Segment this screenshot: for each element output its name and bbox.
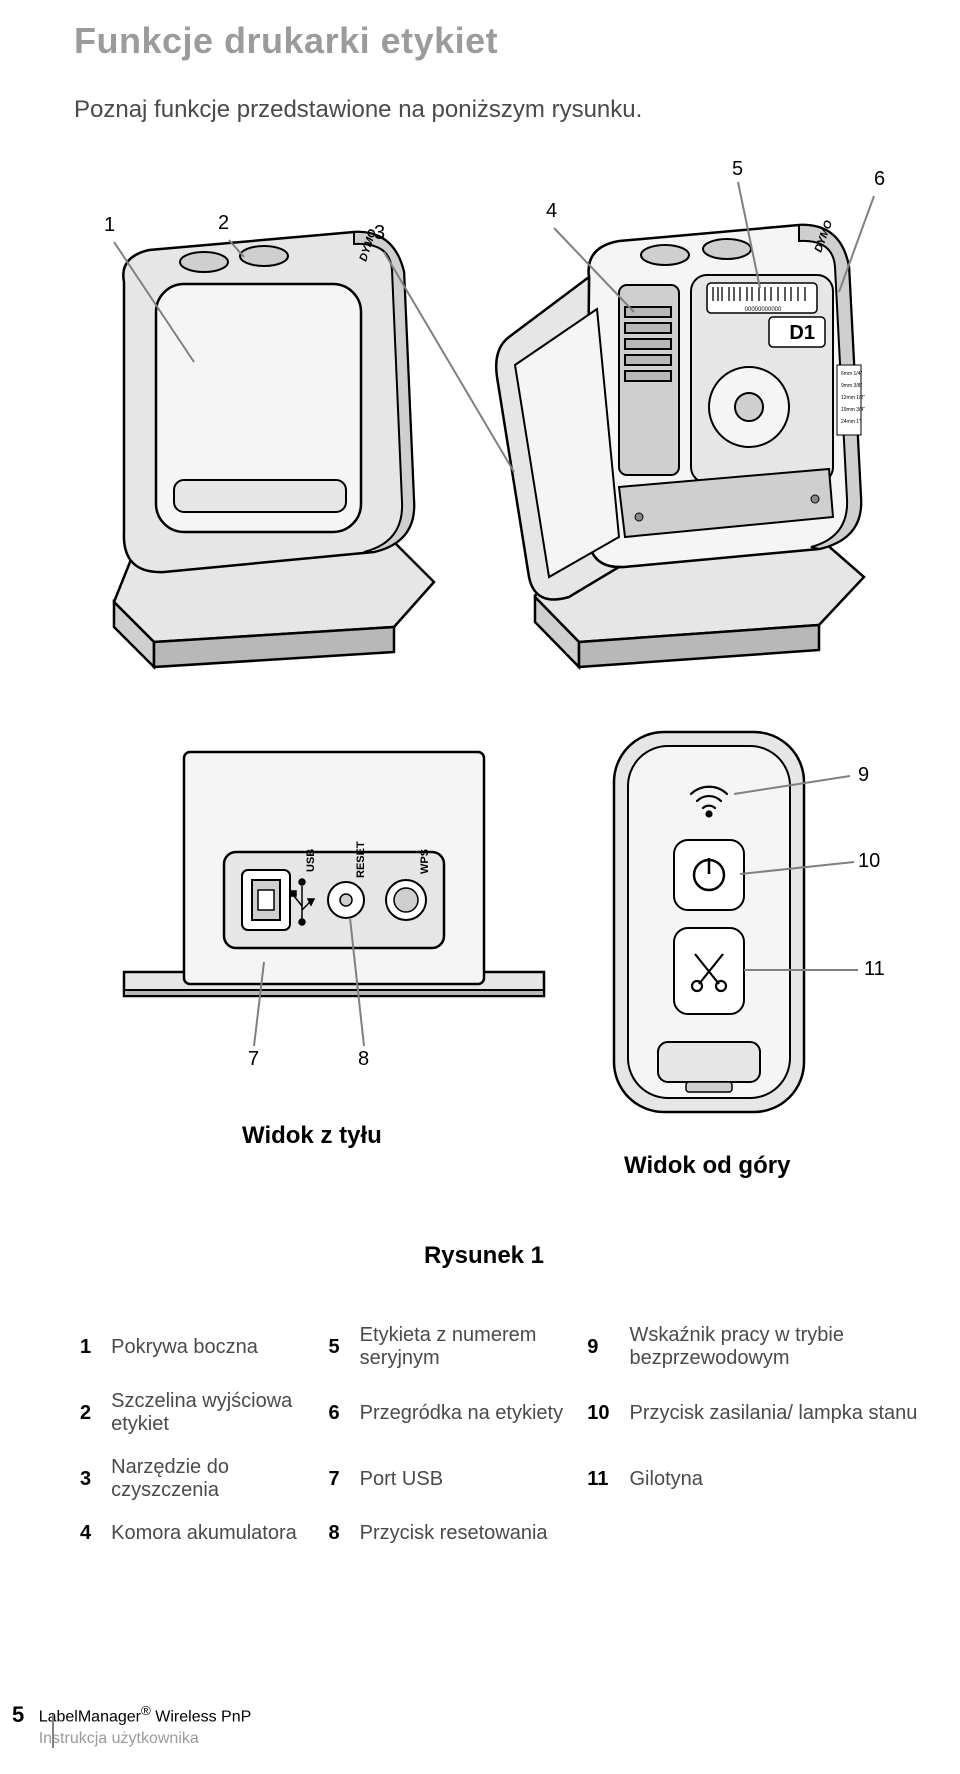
legend-number: 5 [323, 1314, 354, 1380]
svg-text:00000000000: 00000000000 [745, 307, 782, 313]
legend-label: Narzędzie do czyszczenia [105, 1446, 322, 1512]
page-footer: 5 LabelManager® Wireless PnP Instrukcja … [12, 1702, 251, 1750]
svg-text:19mm 3/4": 19mm 3/4" [841, 407, 865, 413]
callout-3: 3 [374, 222, 385, 245]
callout-6: 6 [874, 168, 885, 191]
subtitle-text: Poznaj funkcje przedstawione na poniższy… [74, 96, 960, 124]
svg-text:12mm 1/2": 12mm 1/2" [841, 395, 865, 401]
callout-11: 11 [864, 958, 885, 981]
legend-label: Komora akumulatora [105, 1512, 322, 1555]
svg-text:6mm 1/4": 6mm 1/4" [841, 371, 862, 377]
legend-number: 10 [581, 1380, 623, 1446]
legend-label: Gilotyna [624, 1446, 945, 1512]
svg-text:24mm 1": 24mm 1" [841, 419, 861, 425]
legend-label [624, 1512, 945, 1555]
table-row: 4Komora akumulatora8Przycisk resetowania [74, 1512, 944, 1555]
callout-10: 10 [858, 850, 880, 873]
legend-number: 1 [74, 1314, 105, 1380]
callout-5: 5 [732, 158, 743, 181]
svg-text:D1: D1 [789, 322, 815, 344]
legend-number: 11 [581, 1446, 623, 1512]
legend-number: 7 [323, 1446, 354, 1512]
legend-number [581, 1512, 623, 1555]
top-view-label: Widok od góry [624, 1152, 790, 1180]
callout-8: 8 [358, 1048, 369, 1071]
legend-number: 9 [581, 1314, 623, 1380]
legend-number: 2 [74, 1380, 105, 1446]
legend-label: Port USB [354, 1446, 582, 1512]
reg-mark: ® [141, 1703, 151, 1718]
diagram-top: DYMO [74, 162, 894, 712]
legend-label: Wskaźnik pracy w trybie bezprzewodowym [624, 1314, 945, 1380]
svg-text:9mm 3/8": 9mm 3/8" [841, 383, 862, 389]
callout-1: 1 [104, 214, 115, 237]
legend-label: Przegródka na etykiety [354, 1380, 582, 1446]
page-heading: Funkcje drukarki etykiet [74, 20, 960, 62]
bottom-diagram-svg: USB RESET WPS [74, 722, 894, 1162]
rear-view-label: Widok z tyłu [242, 1122, 382, 1150]
legend-label: Przycisk resetowania [354, 1512, 582, 1555]
callout-2: 2 [218, 212, 229, 235]
footer-product-suffix: Wireless PnP [151, 1709, 251, 1726]
table-row: 2Szczelina wyjściowa etykiet6Przegródka … [74, 1380, 944, 1446]
footer-product: LabelManager [39, 1709, 141, 1726]
footer-subtitle: Instrukcja użytkownika [39, 1730, 199, 1747]
legend-number: 8 [323, 1512, 354, 1555]
top-diagram-svg: DYMO [74, 162, 894, 712]
legend-label: Pokrywa boczna [105, 1314, 322, 1380]
callout-9: 9 [858, 764, 869, 787]
svg-text:USB: USB [305, 849, 317, 872]
legend-table: 1Pokrywa boczna5Etykieta z numerem seryj… [74, 1314, 944, 1555]
legend-number: 4 [74, 1512, 105, 1555]
legend-label: Przycisk zasilania/ lampka stanu [624, 1380, 945, 1446]
svg-text:RESET: RESET [355, 841, 367, 878]
callout-7: 7 [248, 1048, 259, 1071]
legend-number: 6 [323, 1380, 354, 1446]
table-row: 1Pokrywa boczna5Etykieta z numerem seryj… [74, 1314, 944, 1380]
legend-number: 3 [74, 1446, 105, 1512]
legend-label: Etykieta z numerem seryjnym [354, 1314, 582, 1380]
svg-text:WPS: WPS [419, 849, 431, 874]
table-row: 3Narzędzie do czyszczenia7Port USB11Gilo… [74, 1446, 944, 1512]
page-number: 5 [12, 1702, 24, 1728]
diagram-bottom: USB RESET WPS [74, 722, 894, 1222]
legend-label: Szczelina wyjściowa etykiet [105, 1380, 322, 1446]
callout-4: 4 [546, 200, 557, 223]
figure-label: Rysunek 1 [74, 1242, 894, 1270]
